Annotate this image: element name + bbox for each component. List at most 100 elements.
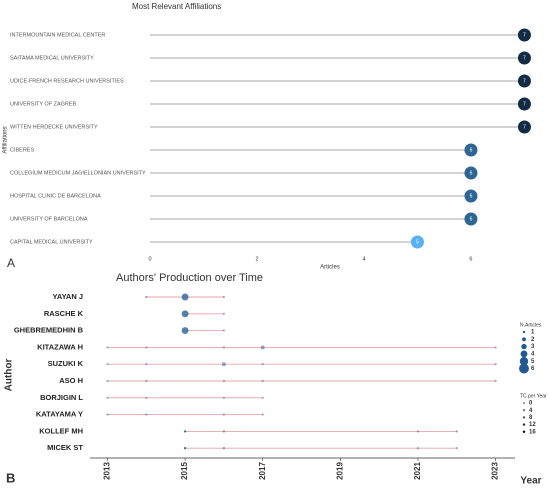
production-point	[222, 312, 226, 315]
production-point	[145, 379, 148, 383]
legend-label: 12	[529, 422, 536, 428]
legend-label: 6	[531, 366, 535, 372]
x-tick-label: 4	[362, 256, 365, 262]
lollipop-dot	[517, 97, 531, 111]
lollipop-dot	[464, 166, 478, 180]
production-point	[222, 396, 226, 399]
legend-label: 8	[529, 415, 533, 421]
y-tick-label: UNIVERSITY OF ZAGREB	[10, 101, 77, 107]
legend-label: 2	[531, 337, 535, 343]
production-point	[106, 379, 109, 383]
legend-label: 3	[531, 344, 535, 350]
production-point	[455, 447, 458, 450]
lollipop-dot	[464, 189, 478, 203]
x-tick-label: 6	[469, 256, 472, 262]
production-point	[222, 379, 226, 383]
lollipop-dot	[517, 120, 531, 134]
production-point	[145, 295, 148, 299]
production-point	[261, 363, 264, 366]
value-label: 6	[470, 170, 473, 176]
y-tick-label: CAPITAL MEDICAL UNIVERSITY	[10, 239, 93, 245]
y-tick-label: COLLEGIUM MEDICUM JAGIELLONIAN UNIVERSIT…	[10, 170, 146, 176]
production-point	[145, 346, 148, 349]
y-tick-label: SUZUKI K	[48, 359, 84, 368]
y-tick-label: YAYAN J	[53, 292, 83, 301]
lollipop-dot	[464, 143, 478, 157]
production-point	[222, 295, 226, 299]
lollipop-dot	[517, 51, 531, 65]
production-point	[181, 310, 189, 318]
value-label: 7	[523, 55, 526, 61]
production-point	[494, 363, 497, 366]
production-point	[261, 413, 264, 416]
production-point	[222, 447, 226, 450]
x-tick-label: 2	[255, 256, 258, 262]
production-point	[222, 413, 226, 416]
legend-marker	[522, 330, 526, 334]
y-tick-label: INTERMOUNTAIN MEDICAL CENTER	[10, 32, 105, 38]
production-point	[183, 447, 187, 450]
legend-label: 4	[531, 351, 535, 357]
legend-marker	[522, 416, 526, 419]
lollipop-dot	[517, 74, 531, 88]
production-point	[261, 396, 264, 399]
x-tick-label: 2013	[103, 462, 112, 480]
legend-marker	[522, 409, 526, 412]
production-point	[145, 363, 148, 366]
value-label: 5	[416, 239, 419, 245]
y-tick-label: ASO H	[59, 376, 83, 385]
lollipop-dot	[517, 28, 531, 42]
legend-marker	[522, 337, 526, 342]
y-tick-label: BORJIGIN L	[40, 393, 83, 402]
legend-label: 5	[531, 359, 535, 365]
legend-marker	[522, 423, 526, 426]
y-axis-label: Author	[4, 359, 15, 392]
x-tick-label: 2023	[491, 462, 500, 480]
legend-marker	[522, 430, 526, 433]
y-tick-label: KOLLEF MH	[39, 426, 83, 435]
value-label: 7	[523, 101, 526, 107]
production-point	[494, 379, 497, 383]
production-point	[416, 430, 420, 433]
legend-marker	[519, 363, 529, 374]
y-axis-label: Affiliations	[3, 126, 9, 153]
production-point	[106, 413, 109, 416]
production-point	[222, 329, 226, 332]
production-point	[106, 346, 109, 349]
production-point	[181, 327, 189, 335]
y-tick-label: SAITAMA MEDICAL UNIVERSITY	[10, 55, 94, 61]
production-point	[221, 362, 226, 367]
production-point	[183, 430, 187, 433]
legend-title: N.Articles	[520, 322, 542, 328]
chart-title: Authors' Production over Time	[116, 272, 263, 284]
panel-label: B	[6, 470, 15, 485]
production-point	[455, 430, 458, 433]
x-axis-label: Articles	[320, 265, 340, 271]
legend-marker	[519, 357, 529, 366]
y-tick-label: KATAYAMA Y	[36, 410, 83, 419]
production-point	[222, 430, 226, 433]
legend-label: 1	[531, 330, 535, 336]
legend-marker	[521, 343, 527, 350]
legend-label: 0	[529, 401, 533, 407]
y-tick-label: UDICE-FRENCH RESEARCH UNIVERSITIES	[10, 78, 124, 84]
y-tick-label: WITTEN HERDECKE UNIVERSITY	[10, 124, 98, 130]
legend-marker	[520, 350, 528, 358]
x-tick-label: 2015	[180, 462, 189, 480]
legend-label: 4	[529, 408, 533, 414]
production-point	[261, 379, 264, 383]
y-tick-label: GHEBREMEDHIN B	[14, 326, 84, 335]
value-label: 7	[523, 124, 526, 130]
production-point	[145, 396, 148, 399]
value-label: 7	[523, 32, 526, 38]
legend-title: TC per Year	[520, 393, 547, 399]
production-point	[145, 413, 148, 416]
production-point	[416, 447, 420, 450]
y-tick-label: RASCHE K	[44, 309, 84, 318]
lollipop-dot	[410, 235, 424, 249]
x-tick-label: 2017	[258, 462, 267, 480]
production-point	[260, 345, 265, 350]
production-point	[494, 346, 497, 349]
y-tick-label: CIBERES	[10, 147, 34, 153]
